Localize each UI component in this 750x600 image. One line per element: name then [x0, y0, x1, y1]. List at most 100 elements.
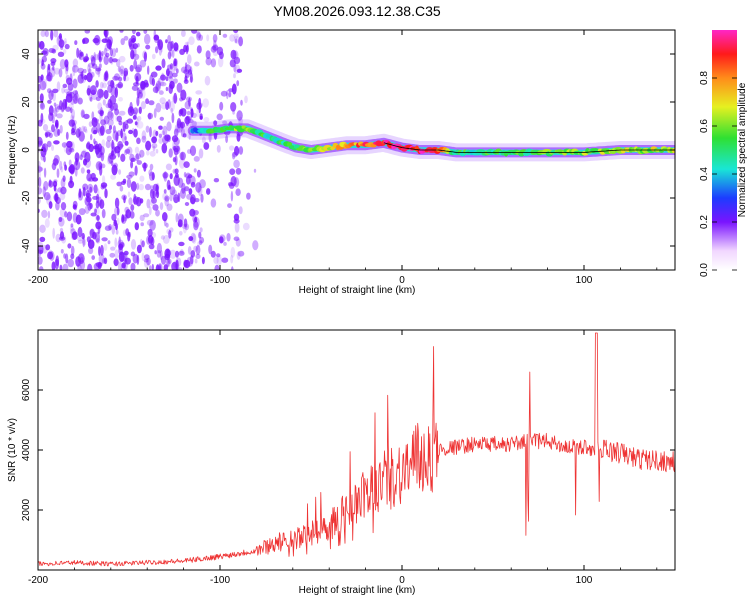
speckle — [231, 152, 236, 160]
speckle — [121, 214, 125, 223]
speckle — [223, 241, 227, 246]
speckle — [145, 44, 151, 50]
speckle — [60, 45, 64, 50]
colorbar: 0.0 0.2 0.4 0.6 0.8 Normalized spectral ampl… — [699, 30, 748, 277]
speckle — [233, 30, 239, 34]
speckle — [186, 256, 194, 267]
speckle — [48, 180, 54, 188]
speckle — [193, 221, 199, 231]
speckle — [43, 167, 47, 178]
speckle — [74, 40, 78, 45]
speckle — [159, 116, 164, 121]
speckle — [49, 251, 55, 261]
speckle — [200, 193, 204, 203]
speckle — [233, 73, 236, 79]
speckle — [198, 240, 203, 246]
speckle — [118, 246, 123, 255]
speckle — [166, 68, 170, 77]
speckle — [168, 148, 173, 158]
speckle — [222, 33, 228, 38]
speckle — [206, 188, 211, 195]
speckle — [235, 167, 242, 175]
speckle — [119, 65, 125, 76]
speckle — [195, 182, 202, 193]
speckle — [44, 218, 50, 228]
speckle — [158, 137, 164, 144]
speckle — [149, 219, 156, 231]
speckle — [171, 261, 178, 270]
speckle — [139, 198, 144, 204]
speckle — [92, 195, 99, 200]
speckle — [233, 159, 240, 169]
speckle — [173, 147, 179, 156]
speckle — [109, 47, 113, 57]
speckle — [161, 143, 168, 154]
speckle — [104, 30, 108, 38]
speckle — [96, 215, 100, 221]
speckle — [246, 192, 251, 200]
colorbar-tick-label: 0.8 — [699, 71, 710, 85]
speckle — [143, 30, 148, 34]
speckle — [171, 112, 175, 124]
speckle — [82, 68, 87, 74]
speckle — [52, 88, 59, 94]
speckle — [42, 143, 48, 153]
speckle — [53, 102, 57, 107]
speckle — [79, 154, 83, 161]
speckle — [158, 125, 163, 130]
speckle — [112, 125, 116, 134]
speckle — [130, 160, 134, 169]
speckle — [230, 49, 237, 60]
speckle — [165, 76, 169, 82]
speckle — [173, 175, 180, 186]
speckle — [220, 90, 228, 97]
speckle — [111, 139, 114, 150]
speckle — [111, 213, 117, 221]
speckle — [135, 153, 140, 162]
speckle — [46, 72, 53, 82]
speckle — [210, 58, 217, 68]
speckle — [183, 171, 187, 178]
speckle — [169, 192, 173, 202]
speckle — [60, 166, 64, 173]
speckle — [57, 51, 65, 57]
speckle — [147, 65, 150, 75]
speckle — [72, 90, 79, 95]
speckle — [48, 201, 53, 209]
speckle — [184, 75, 188, 82]
speckle — [170, 107, 174, 114]
speckle — [110, 86, 117, 97]
speckle — [136, 254, 140, 265]
speckle — [225, 135, 229, 143]
speckle — [76, 47, 80, 59]
speckle — [110, 174, 116, 180]
speckle — [114, 87, 119, 98]
speckle — [104, 43, 111, 52]
speckle — [196, 108, 200, 118]
speckle — [213, 39, 217, 49]
speckle — [78, 131, 85, 142]
speckle — [189, 145, 197, 157]
speckle — [81, 110, 85, 119]
speckle — [140, 88, 146, 99]
speckle — [144, 33, 151, 45]
speckle — [39, 93, 44, 103]
speckle — [137, 115, 142, 122]
speckle — [80, 256, 84, 263]
speckle — [226, 89, 229, 100]
speckle — [55, 188, 58, 197]
speckle — [97, 262, 102, 270]
speckle — [52, 65, 55, 71]
speckle — [115, 132, 119, 142]
speckle — [178, 250, 185, 256]
snr-plot-area — [38, 330, 675, 570]
speckle — [199, 115, 203, 120]
speckle — [179, 249, 184, 254]
speckle — [70, 245, 75, 256]
speckle — [135, 75, 139, 85]
speckle — [146, 219, 154, 226]
speckle — [75, 256, 81, 267]
speckle — [66, 211, 73, 222]
speckle — [173, 260, 178, 268]
speckle — [233, 35, 240, 45]
